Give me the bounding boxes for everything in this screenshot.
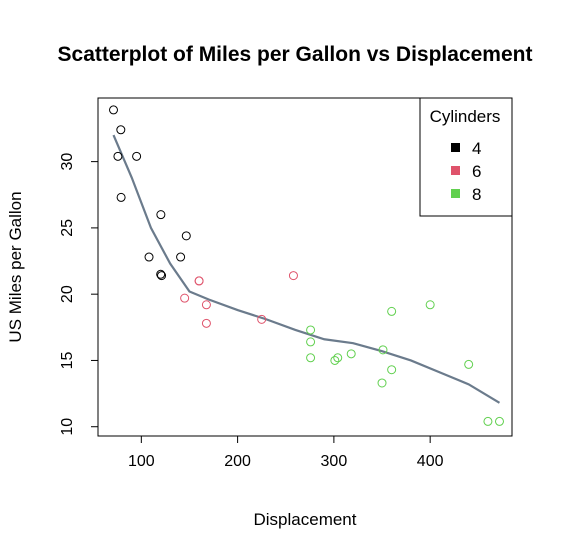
data-point-cyl-4 [132,151,142,161]
data-points [109,105,504,426]
legend-label-6: 6 [472,162,481,181]
data-point-cyl-8 [464,359,474,369]
data-point-cyl-8 [306,353,316,363]
legend-swatch-4 [451,143,460,152]
legend-swatch-8 [451,189,460,198]
y-axis: 10 15 20 25 30 [59,153,99,436]
data-point-cyl-4 [144,252,154,262]
data-point-cyl-4 [116,125,126,135]
data-point-cyl-6 [257,314,267,324]
data-point-cyl-6 [194,276,204,286]
y-tick-label: 30 [59,153,76,171]
data-point-cyl-6 [180,293,190,303]
data-point-cyl-8 [483,416,493,426]
y-tick-label: 20 [59,285,76,303]
legend-items: 4 6 8 [451,139,481,204]
data-point-cyl-8 [306,325,316,335]
data-point-cyl-4 [109,105,119,115]
data-point-cyl-6 [201,300,211,310]
data-point-cyl-8 [378,345,388,355]
data-point-cyl-8 [306,337,316,347]
x-tick-label: 300 [321,453,348,470]
data-point-cyl-4 [181,231,191,241]
y-tick-label: 25 [59,219,76,237]
data-point-cyl-8 [494,416,504,426]
data-point-cyl-4 [176,252,186,262]
x-axis-label: Displacement [254,510,357,529]
x-tick-label: 200 [224,453,251,470]
data-point-cyl-8 [330,355,340,365]
x-tick-label: 400 [417,453,444,470]
data-point-cyl-4 [116,192,126,202]
y-tick-label: 15 [59,351,76,369]
legend-title: Cylinders [430,107,501,126]
data-point-cyl-4 [157,271,167,281]
legend-swatch-6 [451,166,460,175]
data-point-cyl-6 [288,271,298,281]
x-tick-label: 100 [128,453,155,470]
chart-title: Scatterplot of Miles per Gallon vs Displ… [58,43,533,66]
y-axis-label: US Miles per Gallon [6,191,25,342]
data-point-cyl-4 [113,151,123,161]
x-axis: 100 200 300 400 [128,435,444,470]
data-point-cyl-8 [387,306,397,316]
data-point-cyl-8 [346,349,356,359]
legend-box [419,97,513,217]
legend-label-4: 4 [472,139,481,158]
data-point-cyl-8 [377,378,387,388]
legend: Cylinders 4 6 8 [419,97,513,217]
data-point-cyl-8 [387,365,397,375]
legend-label-8: 8 [472,185,481,204]
data-point-cyl-8 [333,353,343,363]
data-point-cyl-8 [425,300,435,310]
data-point-cyl-4 [156,210,166,220]
smooth-trend-line [112,134,501,404]
data-point-cyl-4 [156,269,166,279]
y-tick-label: 10 [59,418,76,436]
data-point-cyl-6 [201,318,211,328]
